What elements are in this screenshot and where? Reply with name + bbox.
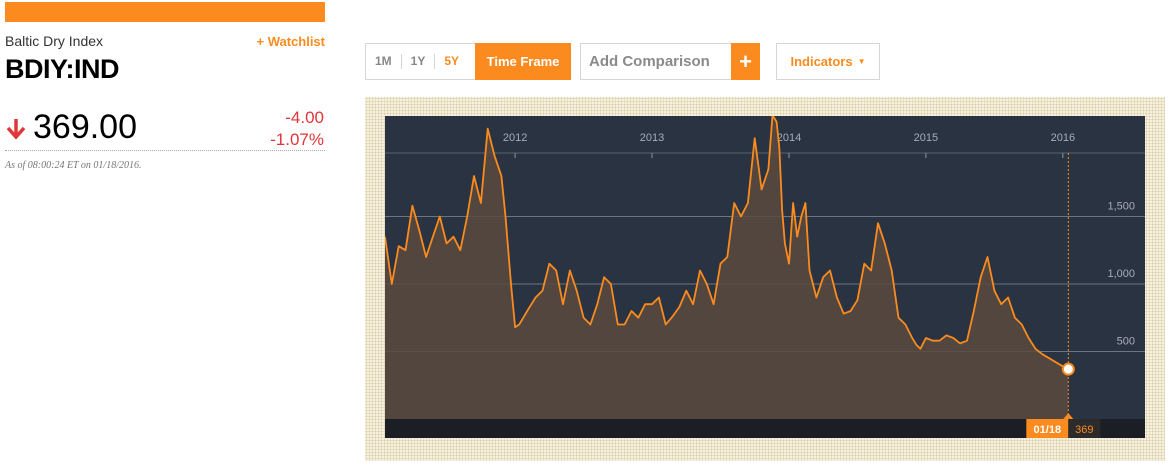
- chart-footer-band: [385, 419, 1145, 438]
- y-tick-label: 1,000: [1107, 268, 1135, 280]
- y-tick-label: 1,500: [1107, 200, 1135, 212]
- add-watchlist-link[interactable]: + Watchlist: [256, 34, 325, 49]
- value-label-box: [1068, 419, 1101, 438]
- price-chart[interactable]: 2012 2013 2014 2015 2016 500 1,000 1,500 01/18 36…: [385, 116, 1145, 438]
- x-tick-label: 2014: [777, 132, 801, 144]
- brand-bar: [5, 2, 325, 22]
- caret-down-icon: ▼: [857, 57, 866, 66]
- last-point-marker: [1061, 362, 1075, 376]
- range-5y-button[interactable]: 5Y: [434, 54, 468, 69]
- label-pointer: [1063, 413, 1074, 419]
- security-name: Baltic Dry Index: [5, 33, 104, 49]
- comparison-box: +: [580, 43, 760, 80]
- add-comparison-button[interactable]: +: [731, 43, 760, 80]
- x-tick-label: 2015: [914, 132, 938, 144]
- x-tick-label: 2012: [503, 132, 527, 144]
- x-tick-label: 2016: [1051, 132, 1075, 144]
- series-area: [385, 116, 1069, 419]
- y-tick-label: 500: [1117, 335, 1135, 347]
- date-label-box: [1026, 419, 1069, 438]
- ticker-symbol: BDIY:IND: [5, 54, 120, 84]
- series-line: [385, 116, 1069, 370]
- range-selector: 1M 1Y 5Y: [365, 43, 571, 80]
- x-tick-label: 2013: [640, 132, 664, 144]
- add-comparison-input[interactable]: [581, 44, 731, 79]
- range-1y-button[interactable]: 1Y: [400, 54, 435, 69]
- price-change-percent: -1.07%: [270, 130, 324, 149]
- last-date-label: 01/18: [1034, 424, 1062, 436]
- last-value-label: 369: [1075, 424, 1093, 436]
- down-arrow-icon: [6, 119, 26, 140]
- timestamp: As of 08:00:24 ET on 01/18/2016.: [5, 160, 142, 171]
- price-value: 369.00: [33, 108, 137, 146]
- indicators-label: Indicators: [790, 54, 853, 69]
- time-frame-button[interactable]: Time Frame: [475, 43, 571, 80]
- divider: [5, 150, 325, 151]
- indicators-dropdown[interactable]: Indicators ▼: [776, 43, 880, 80]
- range-1m-button[interactable]: 1M: [375, 54, 392, 68]
- price-change: -4.00: [285, 108, 324, 127]
